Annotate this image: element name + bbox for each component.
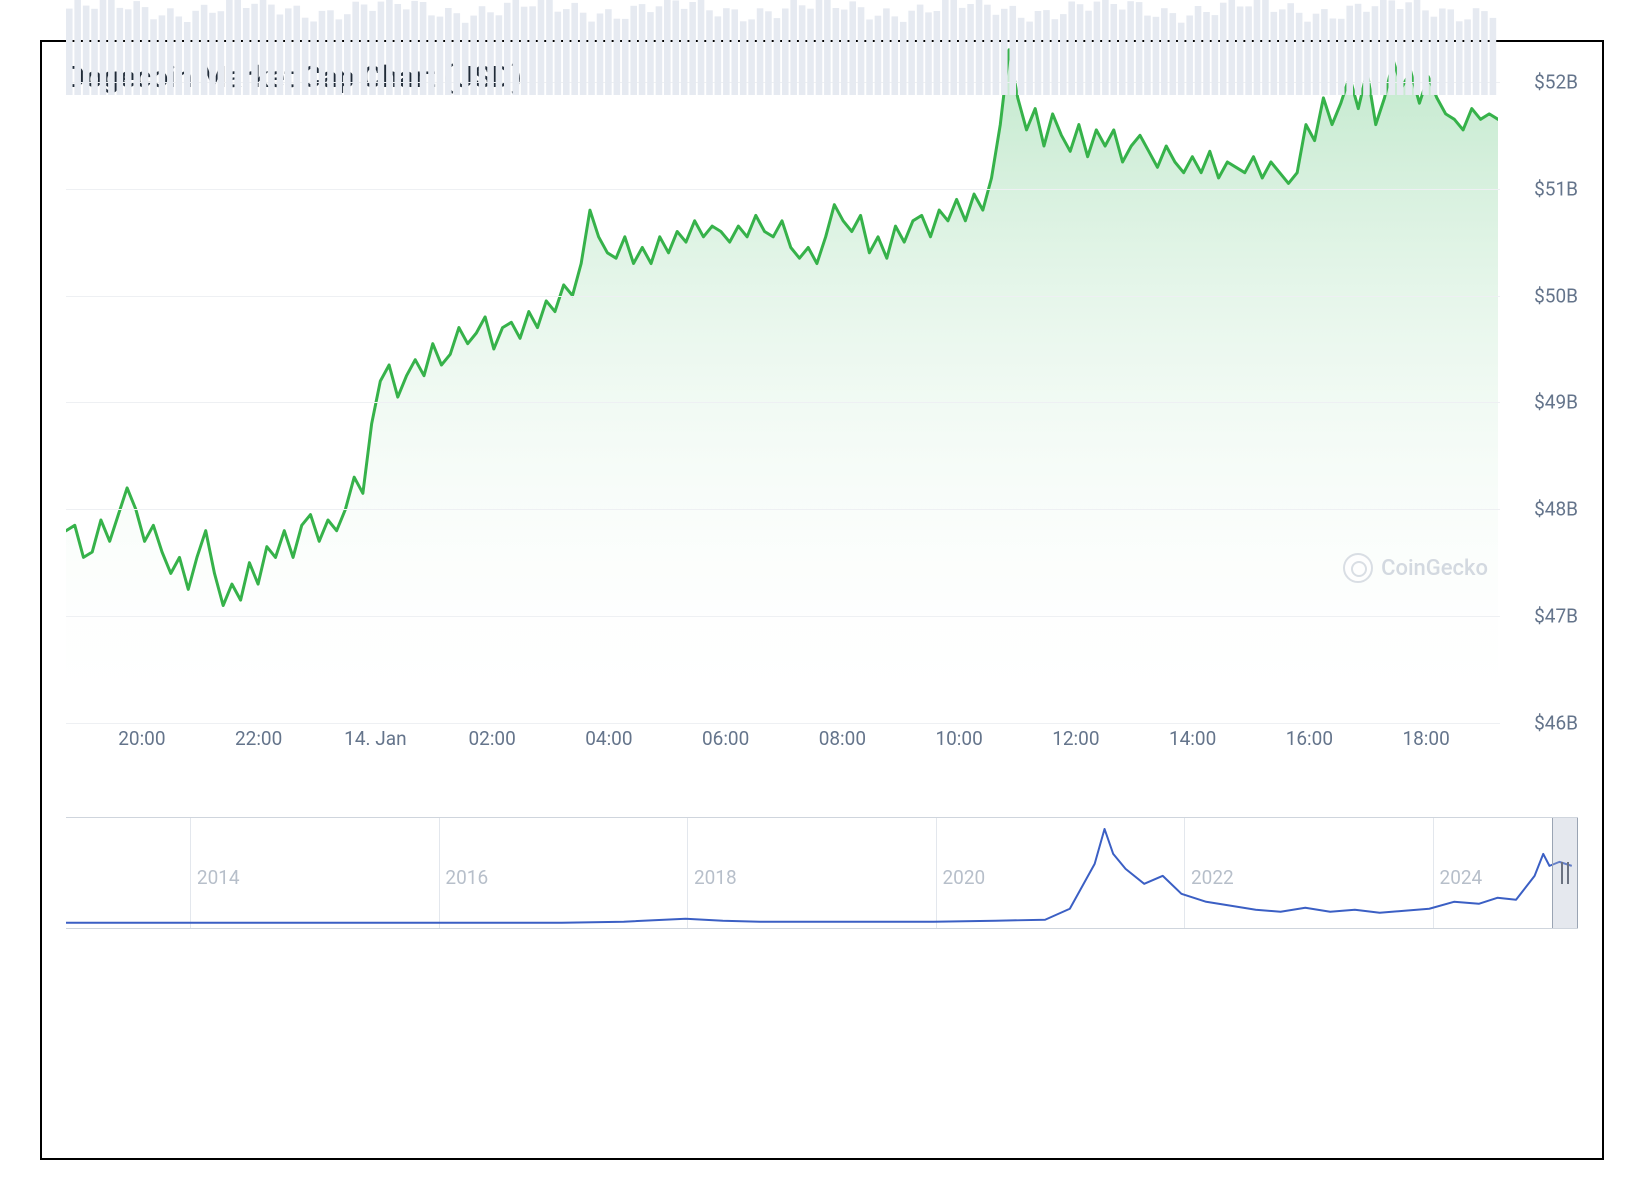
navigator[interactable]: 2014 2016 2018 2020 2022 2024: [66, 817, 1578, 929]
navigator-year-label: 2022: [1191, 866, 1234, 889]
watermark-text: CoinGecko: [1381, 556, 1488, 581]
grid-line: [66, 509, 1500, 510]
coingecko-icon: [1343, 553, 1373, 583]
y-tick-label: $51B: [1534, 177, 1578, 200]
grid-line: [66, 189, 1500, 190]
y-tick-label: $52B: [1534, 70, 1578, 93]
x-tick-label: 14:00: [1169, 727, 1216, 750]
grid-line: [66, 82, 1500, 83]
x-tick-label: 18:00: [1402, 727, 1449, 750]
y-tick-label: $49B: [1534, 391, 1578, 414]
x-tick-label: 14. Jan: [344, 727, 406, 750]
main-chart-plot: [66, 0, 1498, 723]
navigator-svg: [66, 818, 1578, 929]
y-tick-label: $46B: [1534, 712, 1578, 735]
x-tick-label: 06:00: [702, 727, 749, 750]
y-tick-label: $48B: [1534, 498, 1578, 521]
grid-line: [66, 616, 1500, 617]
x-tick-label: 02:00: [468, 727, 515, 750]
x-tick-label: 10:00: [935, 727, 982, 750]
navigator-year-label: 2024: [1440, 866, 1483, 889]
navigator-year-label: 2018: [694, 866, 737, 889]
coingecko-watermark: CoinGecko: [1343, 553, 1488, 583]
x-axis: 20:00 22:00 14. Jan 02:00 04:00 06:00 08:00 10:…: [66, 727, 1502, 759]
x-tick-label: 08:00: [819, 727, 866, 750]
y-tick-label: $50B: [1534, 284, 1578, 307]
x-tick-label: 12:00: [1052, 727, 1099, 750]
main-chart[interactable]: $46B$47B$48B$49B$50B$51B$52B$53B CoinGec…: [66, 0, 1578, 723]
navigator-handle[interactable]: [1552, 818, 1578, 928]
grid-line: [66, 723, 1500, 724]
y-axis: $46B$47B$48B$49B$50B$51B$52B$53B: [1500, 0, 1578, 723]
navigator-year-label: 2016: [445, 866, 488, 889]
navigator-year-label: 2020: [942, 866, 985, 889]
y-tick-label: $47B: [1534, 605, 1578, 628]
x-tick-label: 16:00: [1286, 727, 1333, 750]
x-tick-label: 20:00: [118, 727, 165, 750]
chart-card: Dogecoin Market Cap Chart (USD) $46B$47B…: [40, 40, 1604, 1160]
x-tick-label: 22:00: [235, 727, 282, 750]
x-tick-label: 04:00: [585, 727, 632, 750]
grid-line: [66, 402, 1500, 403]
navigator-year-label: 2014: [197, 866, 240, 889]
area-svg: [66, 0, 1498, 723]
grid-line: [66, 296, 1500, 297]
